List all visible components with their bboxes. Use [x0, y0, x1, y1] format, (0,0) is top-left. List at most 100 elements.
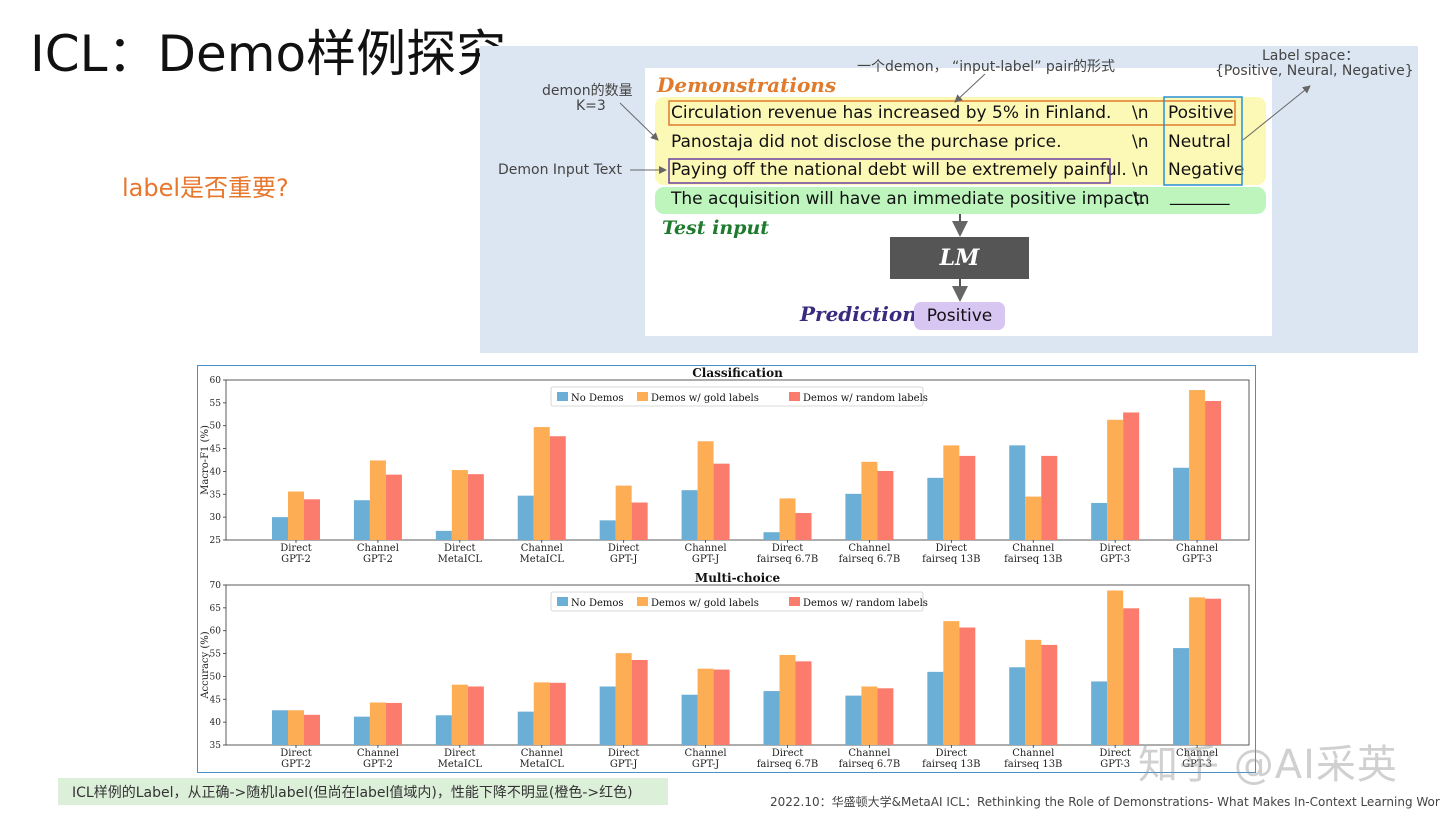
bar: [1009, 667, 1026, 745]
x-tick-label: fairseq 6.7B: [839, 759, 901, 770]
plot-area: [225, 379, 1250, 541]
legend-swatch: [637, 392, 648, 401]
legend-label: No Demos: [571, 393, 624, 404]
bar: [599, 520, 616, 540]
watermark: 知乎 @AI采英: [1138, 742, 1398, 788]
bar: [304, 714, 320, 745]
bar: [549, 436, 566, 540]
demo-highlight-box-3: [668, 158, 1111, 184]
bar: [763, 691, 780, 745]
bar: [795, 513, 812, 540]
label-space-values: {Positive, Neural, Negative}: [1215, 63, 1414, 79]
bar: [1025, 496, 1042, 540]
x-tick-label: GPT-J: [610, 554, 638, 565]
bar: [533, 427, 550, 540]
legend-swatch: [557, 597, 568, 606]
bar: [1205, 401, 1222, 540]
y-tick-label: 45: [210, 695, 222, 705]
bar: [451, 470, 468, 540]
y-tick-label: 60: [210, 376, 222, 386]
x-tick-label: GPT-3: [1100, 759, 1130, 770]
chart-frame: [197, 365, 1256, 773]
legend-label: Demos w/ random labels: [803, 393, 928, 404]
test-blank: _______: [1170, 186, 1230, 206]
bar: [1025, 639, 1042, 745]
bar: [1009, 445, 1026, 540]
pair-arrow: [954, 73, 986, 103]
y-axis-label: Accuracy (%): [200, 631, 211, 699]
x-tick-label: GPT-J: [692, 554, 720, 565]
bar: [861, 461, 878, 540]
x-tick-label: Channel: [357, 543, 399, 554]
bar: [1107, 419, 1124, 540]
bar: [272, 517, 288, 540]
bar: [304, 499, 320, 540]
bar: [435, 715, 452, 745]
demon-count-arrow: [619, 102, 659, 141]
x-tick-label: Direct: [1099, 543, 1131, 554]
demon-count-line1: demon的数量: [542, 83, 633, 99]
x-tick-label: Direct: [936, 748, 968, 759]
x-tick-label: fairseq 6.7B: [757, 554, 819, 565]
x-tick-label: MetaICL: [520, 554, 565, 565]
chart-title: Multi-choice: [695, 571, 781, 585]
legend-swatch: [789, 392, 800, 401]
bar: [779, 498, 796, 540]
x-tick-label: Channel: [521, 748, 563, 759]
y-tick-label: 35: [210, 741, 222, 751]
y-tick-label: 45: [210, 445, 222, 455]
test-input-band: [655, 187, 1266, 214]
x-tick-label: fairseq 13B: [922, 759, 980, 770]
bar: [353, 500, 370, 540]
x-tick-label: Direct: [772, 748, 804, 759]
x-tick-label: Direct: [280, 748, 312, 759]
bar: [1091, 502, 1108, 540]
x-tick-label: Direct: [444, 543, 476, 554]
bar: [697, 668, 714, 745]
bar: [369, 460, 386, 540]
y-tick-label: 30: [210, 513, 222, 523]
bar: [435, 530, 452, 540]
demo-text-1: Circulation revenue has increased by 5% …: [671, 103, 1112, 123]
bar: [1091, 681, 1108, 745]
demon-count-line2: K=3: [576, 98, 606, 114]
x-tick-label: GPT-2: [281, 759, 311, 770]
bar: [517, 711, 534, 745]
bar: [467, 686, 484, 745]
x-tick-label: Channel: [685, 748, 727, 759]
bar: [1123, 412, 1140, 540]
bar: [599, 686, 616, 745]
bar: [385, 474, 402, 540]
label-space-title: Label space：: [1262, 48, 1360, 64]
demo-separator-1: \n: [1132, 103, 1149, 123]
x-tick-label: Direct: [444, 748, 476, 759]
bar: [959, 627, 976, 745]
legend-label: Demos w/ random labels: [803, 598, 928, 609]
bar: [631, 502, 648, 540]
x-tick-label: Channel: [848, 748, 890, 759]
legend-swatch: [789, 597, 800, 606]
bar: [877, 688, 894, 745]
chart-title: Classification: [692, 366, 783, 380]
bar: [288, 491, 304, 540]
demonstrations-heading: Demonstrations: [657, 73, 837, 97]
y-tick-label: 55: [210, 399, 222, 409]
y-tick-label: 40: [210, 467, 222, 477]
bar: [1189, 390, 1206, 540]
demo-separator-2: \n: [1132, 132, 1149, 152]
legend-swatch: [557, 392, 568, 401]
bar: [1205, 598, 1222, 745]
x-tick-label: GPT-J: [692, 759, 720, 770]
bar: [861, 686, 878, 745]
y-tick-label: 70: [210, 581, 222, 591]
bar: [467, 474, 484, 540]
x-tick-label: Direct: [608, 748, 640, 759]
x-tick-label: GPT-3: [1182, 759, 1212, 770]
bar: [1041, 644, 1058, 745]
bar: [353, 716, 370, 745]
label-space-arrow: [1242, 85, 1311, 141]
x-tick-label: Channel: [1176, 748, 1218, 759]
x-tick-label: GPT-2: [281, 554, 311, 565]
citation: 2022.10：华盛顿大学&MetaAI ICL：Rethinking the …: [770, 795, 1440, 809]
